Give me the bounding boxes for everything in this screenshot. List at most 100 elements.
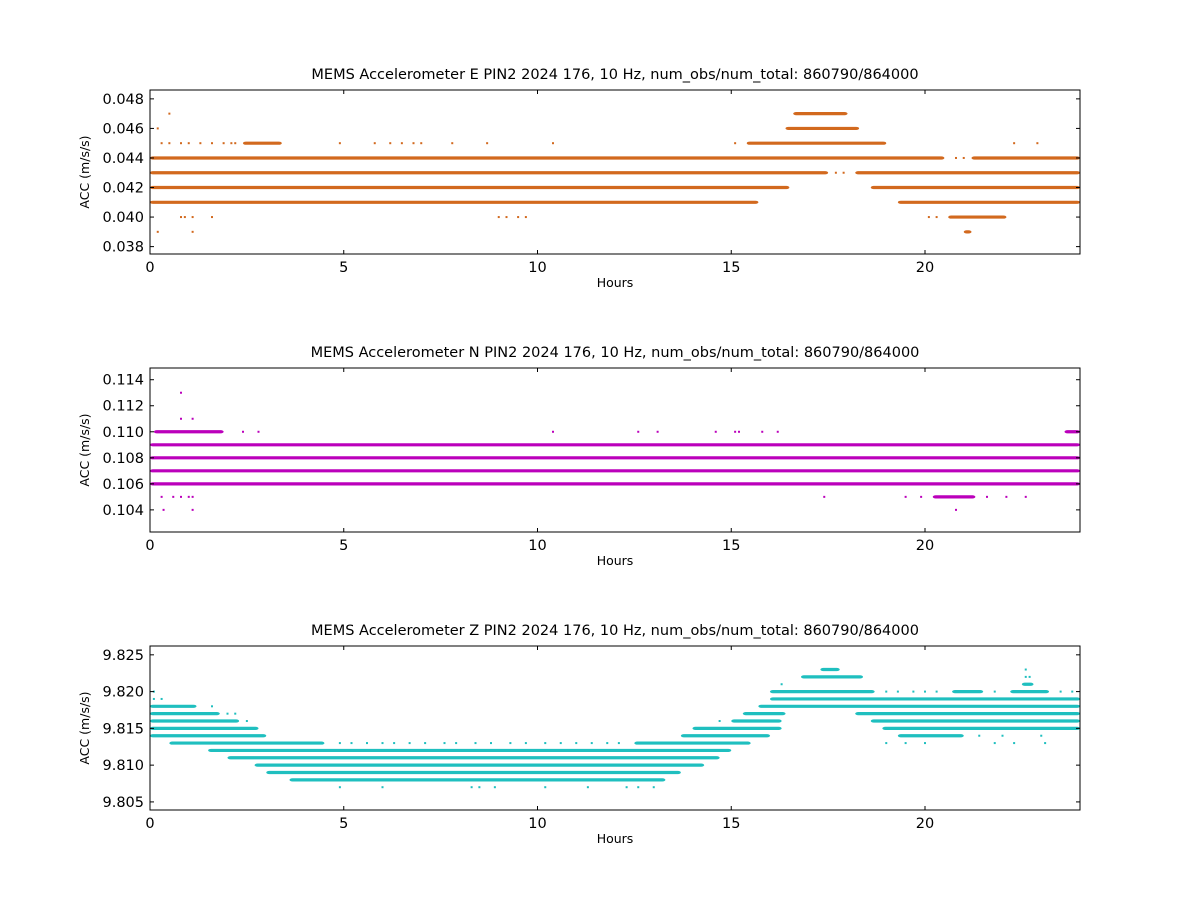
data-segment: [963, 230, 972, 234]
x-tick-label: 15: [722, 538, 740, 554]
data-point: [191, 216, 194, 219]
data-segment: [785, 126, 860, 131]
data-point: [524, 742, 527, 745]
data-segment: [855, 712, 1080, 716]
data-point: [381, 742, 384, 745]
data-segment: [932, 495, 976, 499]
data-segment: [150, 726, 259, 730]
data-point: [497, 216, 500, 219]
data-segment: [150, 734, 267, 738]
subplot-3: MEMS Accelerometer Z PIN2 2024 176, 10 H…: [77, 623, 1081, 846]
y-tick-label: 0.040: [102, 210, 144, 226]
data-segment: [150, 712, 220, 716]
data-point: [993, 690, 996, 693]
chart-title: MEMS Accelerometer Z PIN2 2024 176, 10 H…: [311, 623, 919, 639]
y-tick-label: 0.108: [102, 451, 144, 467]
data-segment: [801, 675, 863, 679]
data-point: [451, 142, 454, 145]
data-segment: [731, 719, 782, 723]
subplot-2: MEMS Accelerometer N PIN2 2024 176, 10 H…: [77, 345, 1081, 568]
data-point: [1001, 734, 1004, 737]
y-tick-label: 9.805: [102, 795, 144, 811]
data-point: [420, 142, 423, 145]
chart-title: MEMS Accelerometer E PIN2 2024 176, 10 H…: [311, 67, 918, 83]
data-segment: [289, 778, 666, 782]
y-tick-label: 0.110: [102, 425, 144, 441]
axes-frame: [149, 89, 1081, 255]
data-point: [242, 430, 244, 433]
data-point: [366, 742, 368, 745]
x-tick-label: 10: [528, 816, 546, 832]
data-point: [962, 156, 965, 159]
y-tick-label: 0.114: [102, 373, 144, 389]
data-point: [904, 495, 907, 498]
data-segment: [948, 215, 1007, 219]
data-point: [381, 786, 384, 789]
data-segment: [855, 171, 1080, 175]
data-segment: [1010, 689, 1049, 694]
data-point: [1071, 690, 1074, 693]
data-point: [738, 430, 740, 433]
data-segment: [150, 185, 790, 190]
data-point: [1024, 675, 1027, 678]
data-point: [590, 742, 593, 745]
y-tick-label: 0.104: [102, 503, 144, 519]
data-point: [524, 216, 527, 219]
data-point: [924, 690, 926, 693]
x-axis-label: Hours: [597, 275, 634, 290]
data-point: [168, 142, 171, 145]
data-segment: [870, 185, 1080, 190]
data-point: [834, 171, 837, 174]
y-axis-label: ACC (m/s/s): [77, 691, 92, 764]
x-axis-label: Hours: [597, 831, 634, 846]
data-segment: [1064, 430, 1080, 434]
data-point: [544, 786, 547, 789]
data-point: [885, 690, 888, 693]
x-tick-label: 20: [916, 816, 934, 832]
data-point: [211, 705, 213, 708]
data-point: [168, 112, 171, 115]
data-point: [156, 230, 159, 233]
data-segment: [820, 667, 840, 672]
data-point: [493, 786, 496, 789]
data-segment: [758, 704, 1080, 708]
data-point: [408, 742, 411, 745]
y-tick-label: 0.106: [102, 477, 144, 493]
y-tick-label: 0.046: [102, 121, 144, 137]
data-point: [559, 742, 562, 745]
data-point: [935, 216, 938, 219]
data-point: [199, 142, 202, 145]
data-point: [1044, 742, 1047, 745]
data-point: [180, 495, 182, 498]
x-axis-label: Hours: [597, 553, 634, 568]
x-tick-label: 20: [916, 538, 934, 554]
data-point: [230, 142, 233, 145]
data-point: [226, 712, 229, 715]
data-point: [486, 142, 489, 145]
data-point: [955, 508, 957, 511]
y-tick-label: 9.820: [102, 685, 144, 701]
data-segment: [150, 482, 1080, 486]
data-point: [350, 742, 353, 745]
data-point: [935, 690, 938, 693]
data-point: [1005, 495, 1008, 498]
data-point: [842, 171, 845, 174]
data-point: [904, 742, 907, 745]
data-point: [652, 786, 655, 789]
data-point: [249, 201, 252, 204]
data-segment: [770, 697, 1080, 701]
data-point: [761, 430, 764, 433]
data-point: [617, 742, 620, 745]
data-point: [373, 142, 376, 145]
data-segment: [150, 200, 759, 204]
data-point: [776, 430, 779, 433]
data-point: [234, 142, 237, 145]
data-point: [738, 720, 740, 723]
data-point: [338, 742, 341, 745]
y-axis-label: ACC (m/s/s): [77, 413, 92, 486]
data-segment: [150, 704, 197, 708]
y-tick-label: 0.112: [102, 399, 144, 415]
y-tick-label: 9.825: [102, 648, 144, 664]
subplot-1: MEMS Accelerometer E PIN2 2024 176, 10 H…: [77, 67, 1081, 290]
